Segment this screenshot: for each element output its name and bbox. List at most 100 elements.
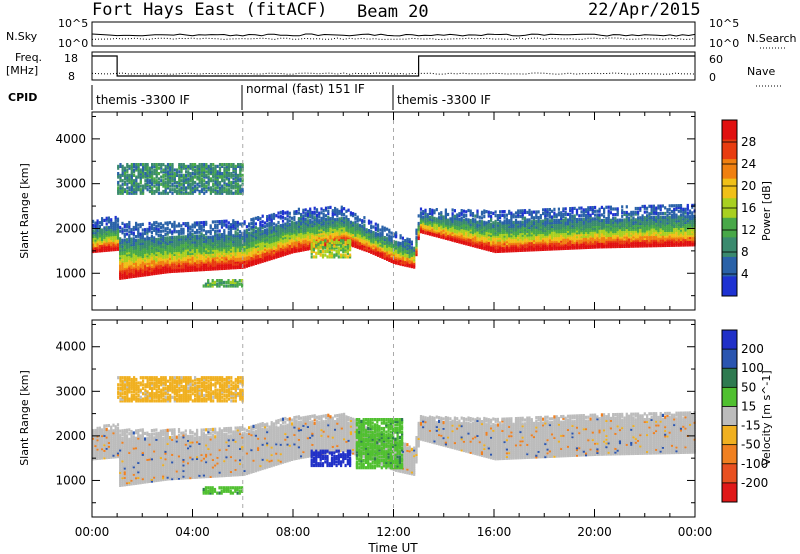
echo-cell bbox=[343, 216, 346, 220]
echo-cell bbox=[196, 264, 199, 268]
echo-cell bbox=[569, 239, 572, 243]
echo-cell bbox=[268, 229, 271, 233]
echo-cell bbox=[257, 232, 260, 237]
echo-cell bbox=[116, 225, 120, 229]
echo-cell bbox=[564, 207, 567, 211]
echo-cell bbox=[542, 244, 545, 248]
echo-cell bbox=[189, 240, 192, 244]
echo-cell bbox=[492, 228, 495, 232]
echo-cell bbox=[211, 259, 214, 264]
echo-cell bbox=[666, 226, 669, 231]
echo-cell bbox=[551, 241, 554, 245]
echo-cell bbox=[320, 230, 323, 234]
echo-cell bbox=[279, 237, 282, 241]
echo-cell bbox=[614, 241, 617, 245]
echo-cell bbox=[630, 210, 633, 214]
echo-cell bbox=[675, 206, 678, 210]
echo-cell bbox=[334, 227, 337, 231]
echo-cell bbox=[207, 267, 210, 271]
echo-cell bbox=[171, 243, 174, 247]
echo-cell bbox=[374, 222, 377, 226]
echo-cell bbox=[499, 229, 502, 233]
echo-cell bbox=[92, 233, 95, 237]
echo-cell bbox=[573, 221, 576, 226]
echo-cell bbox=[309, 218, 312, 222]
echo-cell bbox=[598, 245, 601, 249]
echo-cell bbox=[105, 244, 108, 249]
echo-cell bbox=[492, 230, 495, 234]
echo-cell bbox=[508, 232, 511, 236]
echo-cell bbox=[569, 233, 572, 237]
echo-cell bbox=[336, 217, 339, 221]
echo-cell bbox=[268, 253, 271, 257]
echo-cell bbox=[148, 261, 151, 265]
echo-cell bbox=[415, 230, 418, 234]
echo-cell bbox=[268, 227, 271, 231]
echo-cell bbox=[487, 223, 490, 227]
echo-cell bbox=[426, 231, 429, 236]
echo-cell bbox=[627, 233, 631, 237]
echo-cell bbox=[603, 224, 606, 228]
echo-cell bbox=[250, 253, 253, 257]
echo-cell bbox=[505, 213, 508, 217]
echo-cell bbox=[171, 264, 174, 268]
echo-cell bbox=[530, 221, 533, 226]
echo-cell bbox=[148, 270, 151, 274]
echo-cell bbox=[363, 244, 366, 248]
echo-cell bbox=[223, 255, 226, 259]
echo-cell bbox=[175, 230, 178, 234]
echo-cell bbox=[476, 213, 479, 217]
echo-cell bbox=[363, 219, 366, 224]
echo-cell bbox=[180, 252, 183, 256]
echo-cell bbox=[223, 240, 226, 244]
echo-cell bbox=[557, 239, 560, 243]
echo-cell bbox=[345, 237, 348, 242]
echo-cell bbox=[679, 226, 683, 230]
echo-cell bbox=[336, 229, 339, 233]
echo-cell bbox=[272, 214, 276, 218]
echo-cell bbox=[546, 243, 549, 247]
echo-cell bbox=[478, 240, 481, 244]
echo-cell bbox=[562, 224, 565, 228]
echo-cell bbox=[623, 220, 626, 224]
echo-cell bbox=[281, 210, 285, 214]
echo-cell bbox=[162, 236, 165, 241]
echo-cell bbox=[675, 239, 678, 244]
echo-cell bbox=[302, 240, 305, 244]
echo-cell bbox=[650, 204, 653, 208]
echo-cell bbox=[458, 217, 461, 221]
echo-cell bbox=[532, 244, 536, 248]
echo-cell bbox=[96, 245, 99, 249]
echo-cell bbox=[521, 231, 524, 235]
echo-cell bbox=[216, 252, 219, 256]
echo-cell bbox=[177, 233, 181, 237]
echo-cell bbox=[272, 231, 276, 235]
echo-cell bbox=[157, 248, 160, 252]
echo-cell bbox=[528, 242, 531, 246]
echo-cell bbox=[578, 240, 581, 244]
echo-cell bbox=[417, 233, 420, 237]
echo-cell bbox=[562, 245, 565, 249]
echo-cell bbox=[395, 257, 398, 261]
echo-cell bbox=[553, 247, 556, 251]
echo-cell bbox=[609, 222, 612, 226]
echo-cell bbox=[652, 204, 655, 208]
echo-cell bbox=[293, 225, 296, 229]
echo-cell bbox=[684, 228, 687, 232]
echo-cell bbox=[347, 225, 350, 229]
echo-cell bbox=[379, 241, 382, 245]
echo-cell bbox=[119, 257, 122, 262]
echo-cell bbox=[293, 238, 296, 242]
echo-cell bbox=[637, 235, 640, 239]
echo-cell bbox=[191, 259, 194, 263]
echo-cell bbox=[352, 238, 355, 242]
echo-cell bbox=[193, 223, 196, 227]
echo-cell bbox=[354, 239, 357, 243]
echo-cell bbox=[605, 205, 608, 209]
echo-cell bbox=[616, 233, 619, 237]
echo-cell bbox=[677, 234, 680, 238]
echo-cell bbox=[438, 223, 441, 227]
echo-cell bbox=[130, 230, 133, 234]
echo-cell bbox=[141, 249, 144, 253]
echo-cell bbox=[401, 261, 404, 265]
